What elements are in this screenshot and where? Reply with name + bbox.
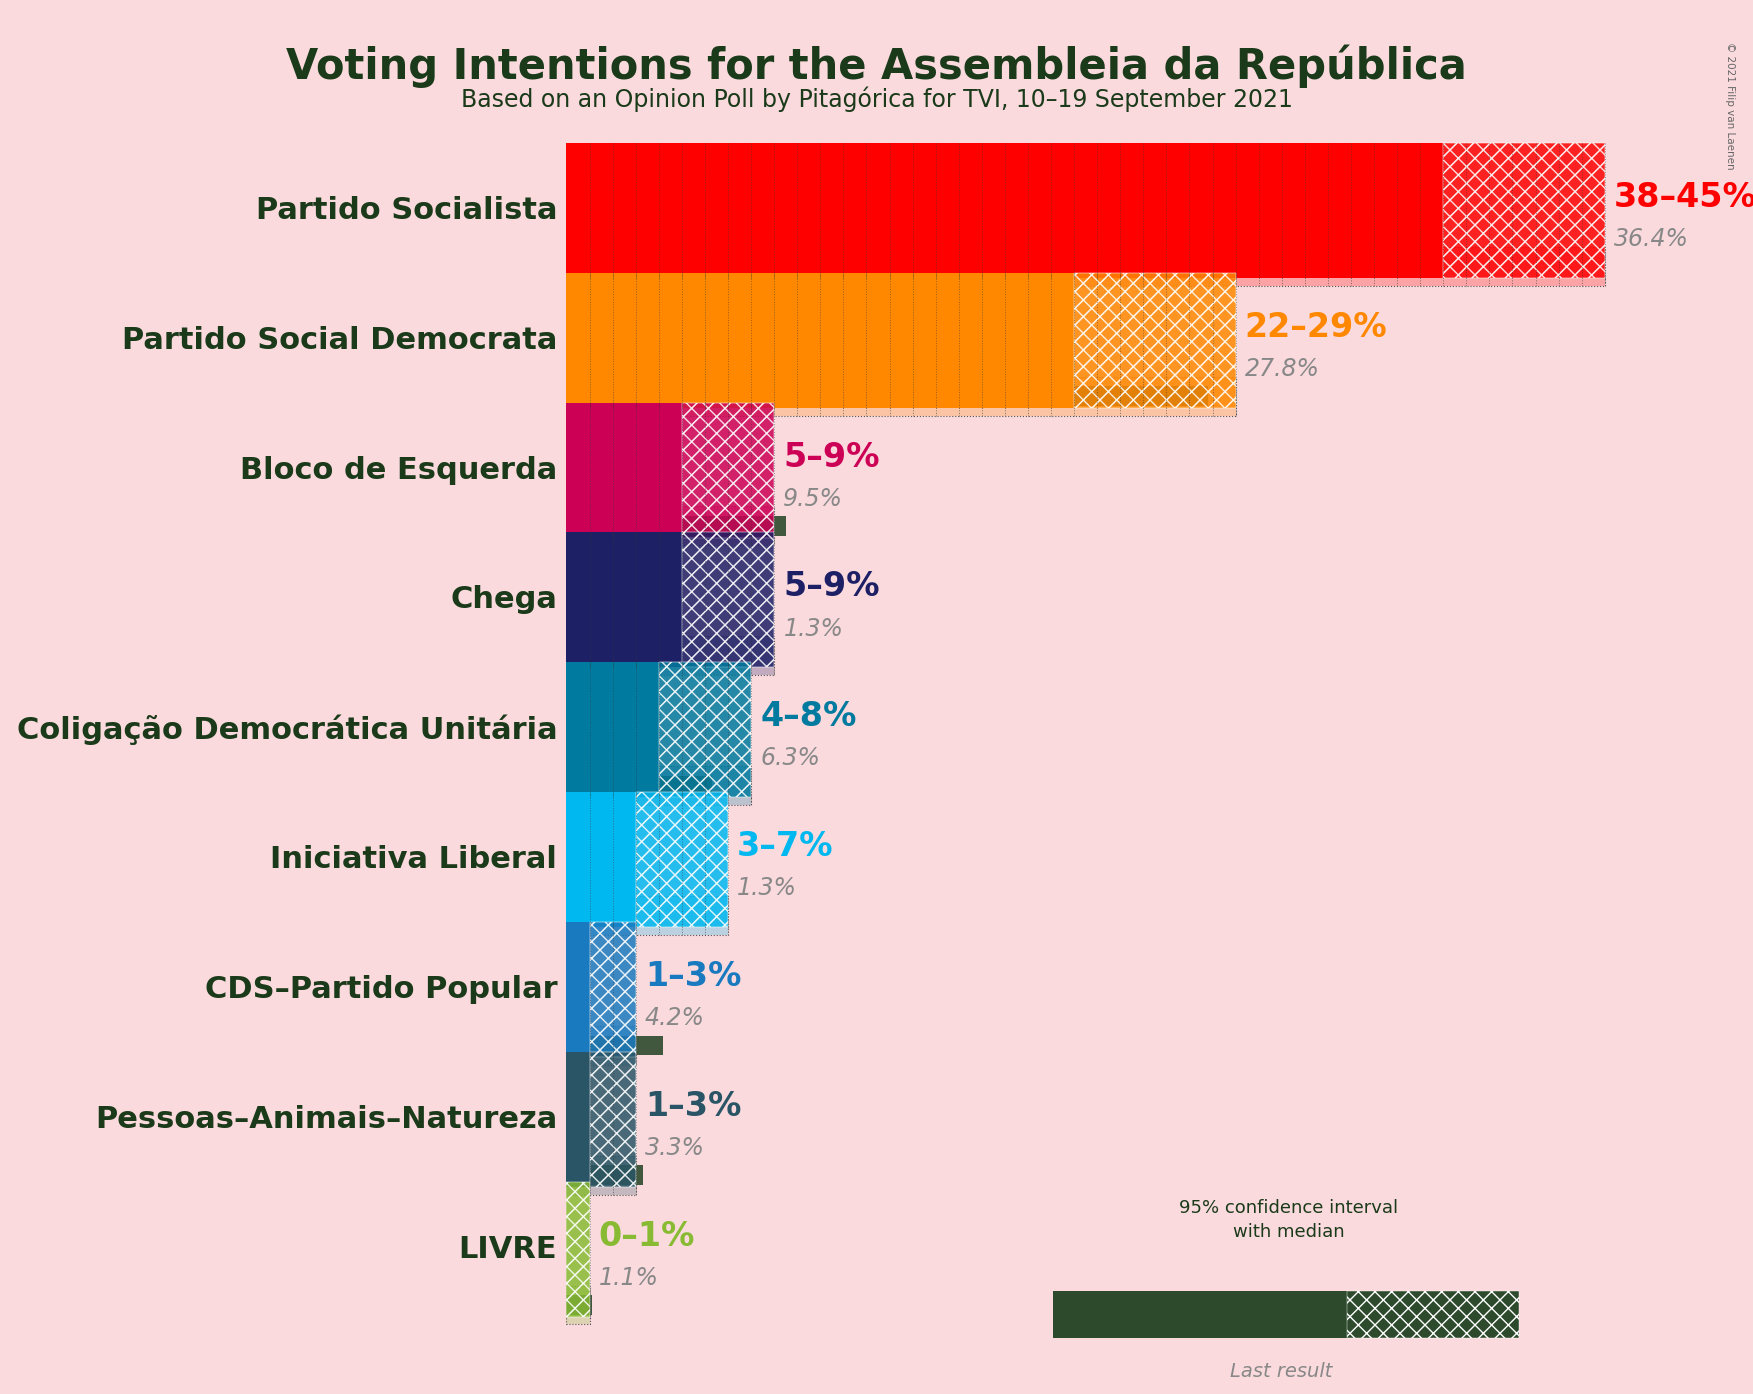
Text: 1–3%: 1–3%	[645, 1090, 742, 1122]
Bar	[682, 403, 775, 538]
Bar	[566, 506, 775, 545]
Text: 36.4%: 36.4%	[1615, 227, 1688, 251]
Text: 27.8%: 27.8%	[1245, 357, 1320, 381]
Text: © 2021 Filip van Laenen: © 2021 Filip van Laenen	[1725, 42, 1735, 170]
Bar	[1348, 1291, 1520, 1338]
Text: 38–45%: 38–45%	[1615, 181, 1753, 213]
Bar	[659, 662, 750, 797]
Text: 1.3%: 1.3%	[784, 616, 843, 640]
Text: Bloco de Esquerda: Bloco de Esquerda	[240, 456, 557, 485]
Text: CDS–Partido Popular: CDS–Partido Popular	[205, 974, 557, 1004]
Bar	[566, 1285, 589, 1324]
Text: 4–8%: 4–8%	[761, 700, 857, 733]
Bar	[566, 403, 682, 538]
Bar	[566, 906, 596, 926]
Bar	[566, 792, 636, 927]
Text: 3–7%: 3–7%	[738, 831, 834, 863]
Bar	[1443, 144, 1604, 277]
Bar	[566, 516, 785, 535]
Bar	[682, 403, 775, 538]
Bar	[566, 247, 1604, 286]
Bar	[566, 256, 1406, 276]
Text: Partido Socialista: Partido Socialista	[256, 197, 557, 224]
Bar	[566, 376, 1236, 415]
Text: 1.3%: 1.3%	[738, 877, 798, 901]
Text: Coligação Democrática Unitária: Coligação Democrática Unitária	[16, 715, 557, 744]
Text: 4.2%: 4.2%	[645, 1006, 705, 1030]
Bar	[589, 921, 636, 1057]
Bar	[566, 1036, 663, 1055]
Bar	[566, 636, 775, 675]
Bar	[1443, 144, 1604, 277]
Bar	[566, 767, 750, 806]
Bar	[589, 921, 636, 1057]
Bar	[1075, 273, 1236, 408]
Text: Partido Social Democrata: Partido Social Democrata	[123, 326, 557, 355]
Text: Pessoas–Animais–Natureza: Pessoas–Animais–Natureza	[95, 1105, 557, 1133]
Text: Iniciativa Liberal: Iniciativa Liberal	[270, 845, 557, 874]
Bar	[636, 792, 727, 927]
Text: 5–9%: 5–9%	[784, 441, 880, 474]
Text: 6.3%: 6.3%	[761, 746, 820, 771]
Bar	[566, 247, 1604, 286]
Bar	[566, 1285, 589, 1324]
Bar	[566, 767, 750, 806]
Bar	[566, 1156, 636, 1195]
Bar	[589, 1052, 636, 1186]
Bar	[566, 376, 1236, 415]
Bar	[566, 506, 775, 545]
Text: 9.5%: 9.5%	[784, 487, 843, 510]
Bar	[682, 533, 775, 668]
Bar	[566, 1295, 593, 1315]
Text: 22–29%: 22–29%	[1245, 311, 1387, 344]
Bar	[566, 1156, 636, 1195]
Text: 95% confidence interval
with median: 95% confidence interval with median	[1178, 1199, 1397, 1241]
Text: Voting Intentions for the Assembleia da República: Voting Intentions for the Assembleia da …	[286, 45, 1467, 88]
Bar	[566, 386, 1208, 406]
Bar	[566, 533, 682, 668]
Text: 5–9%: 5–9%	[784, 570, 880, 604]
Bar	[566, 144, 1443, 277]
Bar	[566, 1182, 589, 1317]
Text: LIVRE: LIVRE	[459, 1235, 557, 1263]
Bar	[566, 1182, 589, 1317]
Bar	[566, 1052, 589, 1186]
Bar	[566, 896, 727, 935]
Text: 3.3%: 3.3%	[645, 1136, 705, 1160]
Text: 1.1%: 1.1%	[600, 1266, 659, 1289]
Text: Based on an Opinion Poll by Pitagórica for TVI, 10–19 September 2021: Based on an Opinion Poll by Pitagórica f…	[461, 86, 1292, 112]
Bar	[566, 636, 775, 675]
Bar	[566, 662, 659, 797]
Bar	[1054, 1291, 1348, 1338]
Bar	[566, 645, 596, 665]
Bar	[659, 662, 750, 797]
Bar	[682, 533, 775, 668]
Bar	[1075, 273, 1236, 408]
Text: Chega: Chega	[451, 585, 557, 615]
Bar	[566, 273, 1075, 408]
Text: 0–1%: 0–1%	[600, 1220, 696, 1253]
Bar	[589, 1052, 636, 1186]
Bar	[566, 1026, 636, 1065]
Text: Last result: Last result	[1231, 1362, 1332, 1381]
Bar	[566, 896, 727, 935]
Text: 1–3%: 1–3%	[645, 960, 742, 993]
Bar	[566, 1165, 643, 1185]
Bar	[566, 921, 589, 1057]
Bar	[566, 776, 712, 796]
Bar	[636, 792, 727, 927]
Bar	[566, 1026, 636, 1065]
